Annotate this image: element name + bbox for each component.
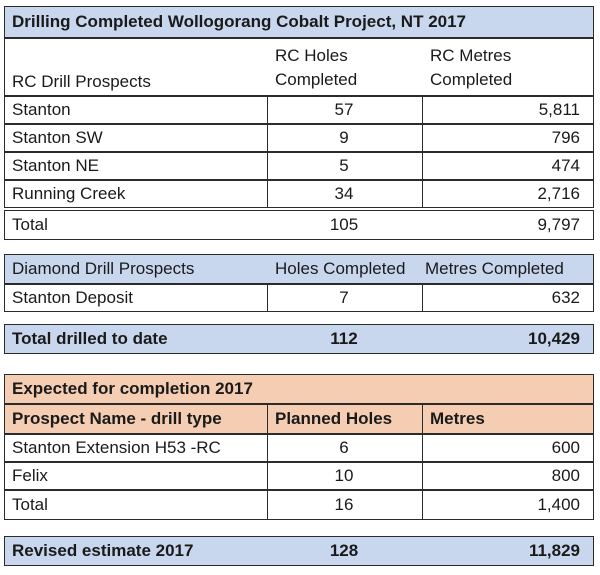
prospect-name: Stanton Deposit	[12, 288, 133, 307]
column-divider	[267, 125, 268, 151]
column-divider	[422, 181, 423, 207]
column-divider	[422, 125, 423, 151]
column-divider	[422, 463, 423, 489]
column-divider	[422, 97, 423, 123]
expected-title: Expected for completion 2017	[12, 379, 253, 398]
diamond-header-holes: Holes Completed	[275, 259, 406, 278]
holes-value: 9	[339, 128, 349, 147]
total-metres: 9,797	[537, 215, 580, 234]
total-metres: 1,400	[537, 495, 580, 514]
column-divider	[267, 285, 268, 311]
expected-header-metres: Metres	[430, 409, 485, 428]
rc-header-prospects: RC Drill Prospects	[12, 72, 151, 91]
total-label: Total	[12, 215, 48, 234]
expected-header-holes: Planned Holes	[275, 409, 393, 428]
metres-value: 2,716	[537, 184, 580, 203]
holes-value: 34	[334, 184, 354, 203]
rc-header-row: RC Drill Prospects RC Holes Completed RC…	[4, 38, 594, 96]
expected-total-row: Total 16 1,400	[4, 490, 594, 520]
diamond-header-row: Diamond Drill Prospects Holes Completed …	[4, 254, 594, 284]
holes-value: 57	[334, 100, 354, 119]
table-title: Drilling Completed Wollogorang Cobalt Pr…	[12, 12, 467, 31]
holes-value: 6	[339, 438, 349, 457]
revised-holes: 128	[329, 541, 359, 560]
total-to-date-holes: 112	[330, 329, 358, 348]
revised-metres: 11,829	[528, 541, 580, 560]
total-to-date-row: Total drilled to date 112 10,429	[4, 324, 594, 354]
metres-value: 632	[551, 288, 580, 307]
column-divider	[267, 463, 268, 489]
column-divider	[267, 153, 268, 179]
prospect-name: Stanton SW	[12, 128, 103, 147]
total-to-date-label: Total drilled to date	[12, 329, 168, 348]
metres-value: 5,811	[538, 100, 580, 119]
table-row: Stanton NE 5 474	[4, 152, 594, 180]
holes-value: 5	[339, 156, 349, 175]
column-divider	[267, 405, 268, 433]
column-divider	[422, 285, 423, 311]
revised-estimate-row: Revised estimate 2017 128 11,829	[4, 536, 594, 566]
total-to-date-metres: 10,429	[528, 329, 580, 348]
holes-value: 7	[339, 288, 349, 307]
column-divider	[422, 153, 423, 179]
total-holes: 16	[334, 495, 354, 514]
total-holes: 105	[329, 215, 359, 234]
column-divider	[422, 405, 423, 433]
table-title-row: Drilling Completed Wollogorang Cobalt Pr…	[4, 6, 594, 38]
expected-header-prospect: Prospect Name - drill type	[12, 409, 222, 428]
rc-header-holes: RC Holes Completed	[275, 39, 357, 95]
column-divider	[267, 435, 268, 461]
column-divider	[422, 435, 423, 461]
metres-value: 474	[551, 156, 580, 175]
prospect-name: Stanton Extension H53 -RC	[12, 438, 221, 457]
diamond-header-prospects: Diamond Drill Prospects	[12, 259, 195, 278]
table-row: Stanton Extension H53 -RC 6 600	[4, 434, 594, 462]
column-divider	[267, 181, 268, 207]
metres-value: 796	[551, 128, 580, 147]
revised-label: Revised estimate 2017	[12, 541, 194, 560]
rc-header-holes-line1: RC Holes	[275, 46, 348, 65]
prospect-name: Stanton NE	[12, 156, 99, 175]
column-divider	[422, 491, 423, 519]
rc-header-metres-line2: Completed	[430, 70, 513, 89]
column-divider	[267, 97, 268, 123]
prospect-name: Felix	[12, 466, 48, 485]
expected-header-row: Prospect Name - drill type Planned Holes…	[4, 404, 594, 434]
total-label: Total	[12, 495, 48, 514]
prospect-name: Running Creek	[12, 184, 126, 203]
diamond-header-metres: Metres Completed	[425, 259, 564, 278]
column-divider	[267, 491, 268, 519]
metres-value: 800	[551, 466, 580, 485]
table-row: Felix 10 800	[4, 462, 594, 490]
prospect-name: Stanton	[12, 100, 71, 119]
table-row: Running Creek 34 2,716	[4, 180, 594, 208]
expected-title-row: Expected for completion 2017	[4, 374, 594, 404]
rc-header-metres: RC Metres Completed	[430, 39, 512, 95]
rc-header-metres-line1: RC Metres	[430, 46, 512, 65]
table-row: Stanton Deposit 7 632	[4, 284, 594, 312]
rc-total-row: Total 105 9,797	[4, 210, 594, 240]
table-row: Stanton SW 9 796	[4, 124, 594, 152]
rc-header-holes-line2: Completed	[275, 70, 358, 89]
holes-value: 10	[334, 466, 354, 485]
table-row: Stanton 57 5,811	[4, 96, 594, 124]
metres-value: 600	[551, 438, 580, 457]
